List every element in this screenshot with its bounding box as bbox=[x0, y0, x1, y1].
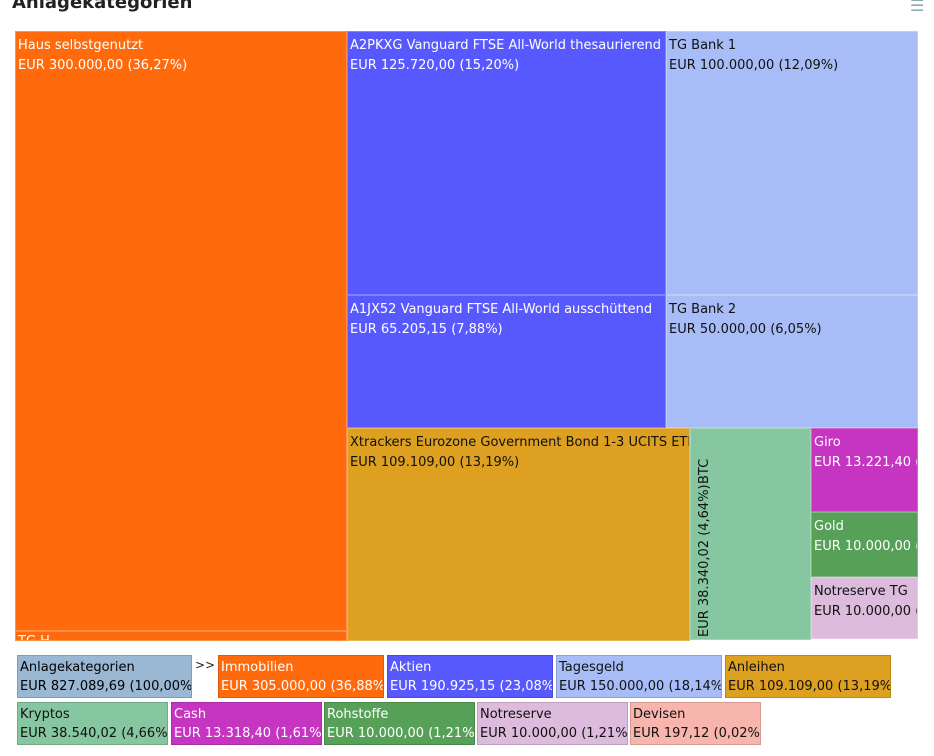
legend-item[interactable]: Notreserve EUR 10.000,00 (1,21%) bbox=[477, 702, 628, 745]
tile-value: EUR 13.221,40 (1,60%) bbox=[814, 455, 917, 470]
legend-item[interactable]: Rohstoffe EUR 10.000,00 (1,21%) bbox=[324, 702, 475, 745]
legend-item[interactable]: Anleihen EUR 109.109,00 (13,19%) bbox=[725, 655, 891, 698]
breadcrumb-root-value: EUR 827.089,69 (100,00%) bbox=[20, 679, 192, 694]
tile-value: EUR 38.340,02 (4,64%) bbox=[697, 484, 712, 637]
tile-value: EUR 65.205,15 (7,88%) bbox=[350, 322, 503, 337]
treemap-tile[interactable]: Gold EUR 10.000,00 (1,21%) bbox=[811, 512, 918, 577]
tile-value: EUR 100.000,00 (12,09%) bbox=[669, 58, 839, 73]
legend-value: EUR 109.109,00 (13,19%) bbox=[728, 679, 891, 694]
legend-value: EUR 38.540,02 (4,66%) bbox=[20, 726, 168, 741]
legend-item[interactable]: Devisen EUR 197,12 (0,02%) bbox=[630, 702, 761, 745]
treemap-tile[interactable]: TG H bbox=[15, 631, 347, 641]
tile-label: A1JX52 Vanguard FTSE All-World ausschütt… bbox=[350, 302, 653, 317]
legend-value: EUR 197,12 (0,02%) bbox=[633, 726, 761, 741]
tile-label: Giro bbox=[814, 435, 841, 450]
legend-label: Cash bbox=[174, 707, 207, 722]
page-title: Anlagekategorien bbox=[12, 0, 193, 13]
legend-value: EUR 13.318,40 (1,61%) bbox=[174, 726, 322, 741]
treemap-tile[interactable]: TG Bank 1 EUR 100.000,00 (12,09%) bbox=[666, 31, 918, 295]
treemap-tile[interactable]: TG Bank 2 EUR 50.000,00 (6,05%) bbox=[666, 295, 918, 428]
tile-label: TG Bank 1 bbox=[669, 38, 737, 53]
legend-value: EUR 10.000,00 (1,21%) bbox=[327, 726, 475, 741]
treemap-tile[interactable]: A1JX52 Vanguard FTSE All-World ausschütt… bbox=[347, 295, 666, 428]
legend-label: Tagesgeld bbox=[559, 660, 624, 675]
tile-label: Haus selbstgenutzt bbox=[18, 38, 144, 53]
list-icon[interactable]: ☰ bbox=[910, 0, 925, 15]
legend-item[interactable]: Kryptos EUR 38.540,02 (4,66%) bbox=[17, 702, 168, 745]
tile-label: Xtrackers Eurozone Government Bond 1-3 U… bbox=[350, 435, 690, 450]
tile-value: EUR 125.720,00 (15,20%) bbox=[350, 58, 520, 73]
tile-label: TG Bank 2 bbox=[669, 302, 737, 317]
legend-label: Aktien bbox=[390, 660, 432, 675]
tile-value: EUR 10.000,00 (1,21%) bbox=[814, 604, 917, 619]
legend-value: EUR 10.000,00 (1,21%) bbox=[480, 726, 628, 741]
breadcrumb-root-label: Anlagekategorien bbox=[20, 660, 135, 675]
legend-value: EUR 305.000,00 (36,88%) bbox=[221, 679, 384, 694]
tile-value: EUR 10.000,00 (1,21%) bbox=[814, 539, 917, 554]
legend-item[interactable]: Tagesgeld EUR 150.000,00 (18,14%) bbox=[556, 655, 722, 698]
tile-label: BTC bbox=[697, 459, 712, 485]
legend-label: Kryptos bbox=[20, 707, 70, 722]
tile-value: EUR 50.000,00 (6,05%) bbox=[669, 322, 822, 337]
treemap-tile[interactable]: A2PKXG Vanguard FTSE All-World thesaurie… bbox=[347, 31, 666, 295]
treemap-tile[interactable]: Giro EUR 13.221,40 (1,60%) bbox=[811, 428, 918, 512]
tile-label: A2PKXG Vanguard FTSE All-World thesaurie… bbox=[350, 38, 661, 53]
tile-value: EUR 300.000,00 (36,27%) bbox=[18, 58, 188, 73]
legend-value: EUR 150.000,00 (18,14%) bbox=[559, 679, 722, 694]
breadcrumb-root[interactable]: Anlagekategorien EUR 827.089,69 (100,00%… bbox=[17, 655, 192, 698]
legend-label: Devisen bbox=[633, 707, 686, 722]
treemap-tile[interactable]: Notreserve TG EUR 10.000,00 (1,21%) bbox=[811, 577, 918, 639]
legend-value: EUR 190.925,15 (23,08%) bbox=[390, 679, 553, 694]
tile-label: Gold bbox=[814, 519, 844, 534]
legend-item[interactable]: Aktien EUR 190.925,15 (23,08%) bbox=[387, 655, 553, 698]
treemap-tile[interactable]: Xtrackers Eurozone Government Bond 1-3 U… bbox=[347, 428, 690, 641]
legend-item[interactable]: Cash EUR 13.318,40 (1,61%) bbox=[171, 702, 322, 745]
treemap-tile[interactable]: BTC EUR 38.340,02 (4,64%) bbox=[690, 428, 811, 640]
legend-label: Notreserve bbox=[480, 707, 552, 722]
legend-label: Immobilien bbox=[221, 660, 294, 675]
legend-label: Anleihen bbox=[728, 660, 785, 675]
breadcrumb-separator: >> bbox=[195, 658, 216, 672]
legend-label: Rohstoffe bbox=[327, 707, 389, 722]
tile-value: EUR 109.109,00 (13,19%) bbox=[350, 455, 520, 470]
tile-label: Notreserve TG bbox=[814, 584, 908, 599]
tile-label: TG H bbox=[18, 632, 344, 640]
treemap-tile[interactable]: Haus selbstgenutzt EUR 300.000,00 (36,27%… bbox=[15, 31, 347, 631]
legend-item[interactable]: Immobilien EUR 305.000,00 (36,88%) bbox=[218, 655, 384, 698]
